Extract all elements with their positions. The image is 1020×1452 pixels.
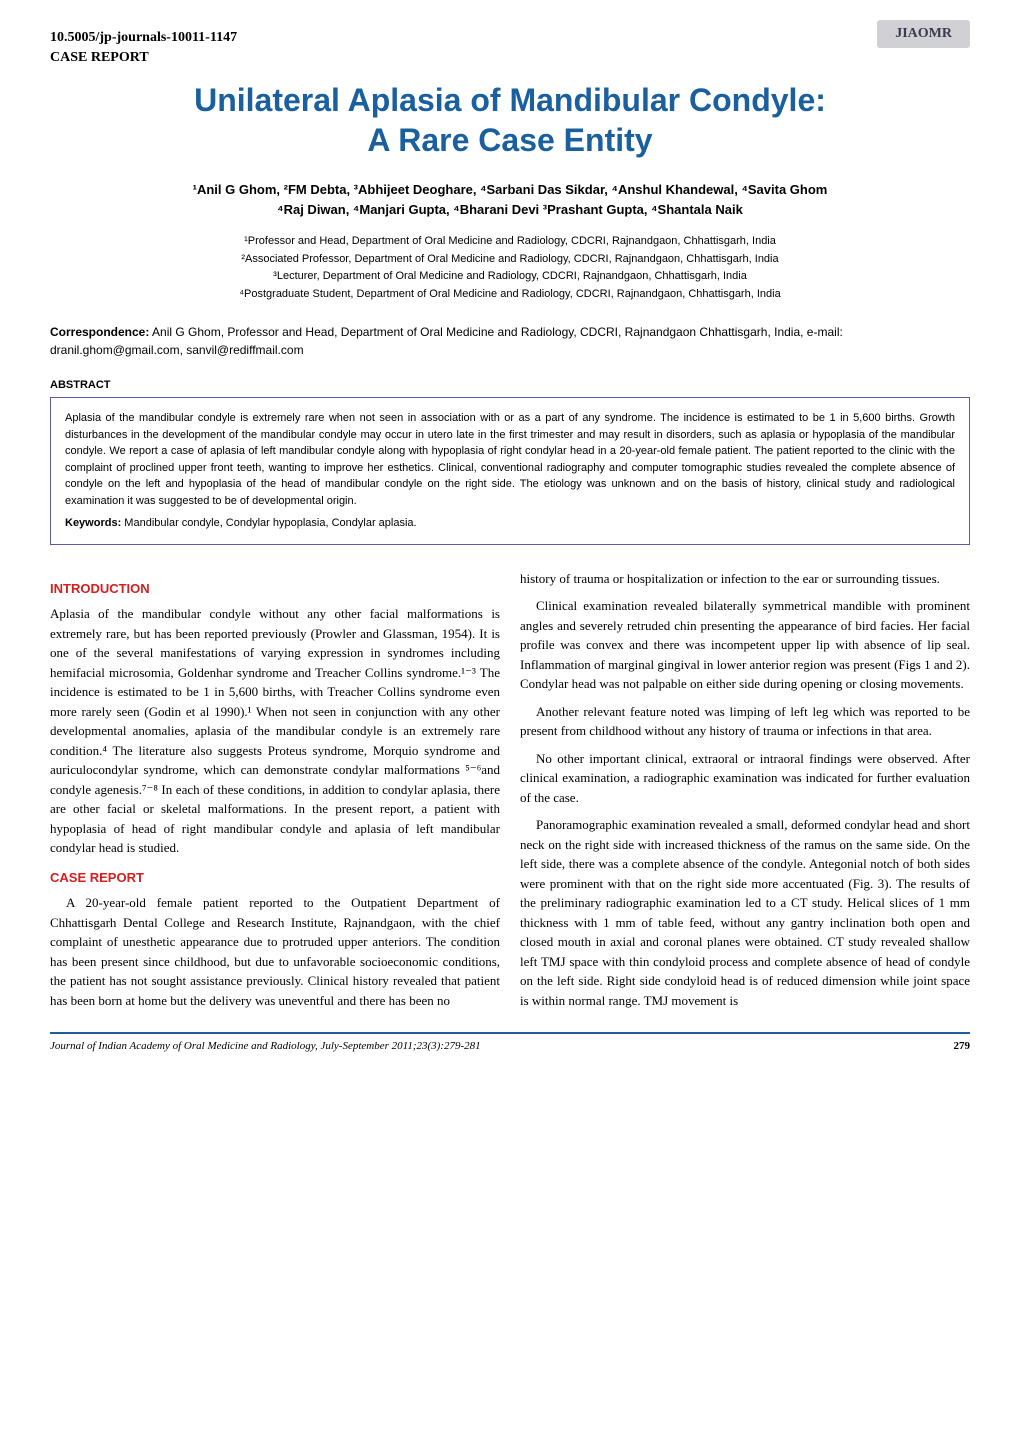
- abstract-text: Aplasia of the mandibular condyle is ext…: [65, 410, 955, 509]
- authors-line-2: ⁴Raj Diwan, ⁴Manjari Gupta, ⁴Bharani Dev…: [50, 200, 970, 220]
- column-left: INTRODUCTION Aplasia of the mandibular c…: [50, 569, 500, 1019]
- case-report-heading: CASE REPORT: [50, 868, 500, 888]
- authors-line-1: ¹Anil G Ghom, ²FM Debta, ³Abhijeet Deogh…: [50, 180, 970, 200]
- abstract-heading: ABSTRACT: [50, 379, 970, 391]
- case-report-label: CASE REPORT: [50, 50, 970, 66]
- correspondence-text: Anil G Ghom, Professor and Head, Departm…: [50, 325, 843, 357]
- keywords-label: Keywords:: [65, 517, 121, 529]
- doi: 10.5005/jp-journals-10011-1147: [50, 30, 970, 46]
- footer-page-number: 279: [954, 1040, 971, 1052]
- authors-block: ¹Anil G Ghom, ²FM Debta, ³Abhijeet Deogh…: [50, 180, 970, 219]
- title-line-1: Unilateral Aplasia of Mandibular Condyle…: [194, 82, 826, 118]
- col2-paragraph-3: Another relevant feature noted was limpi…: [520, 702, 970, 741]
- intro-paragraph-1: Aplasia of the mandibular condyle withou…: [50, 604, 500, 858]
- col2-paragraph-2: Clinical examination revealed bilaterall…: [520, 596, 970, 694]
- two-column-body: INTRODUCTION Aplasia of the mandibular c…: [50, 569, 970, 1019]
- col2-paragraph-1: history of trauma or hospitalization or …: [520, 569, 970, 589]
- article-title: Unilateral Aplasia of Mandibular Condyle…: [50, 80, 970, 160]
- correspondence-label: Correspondence:: [50, 325, 149, 339]
- journal-tag: JIAOMR: [877, 20, 970, 48]
- column-right: history of trauma or hospitalization or …: [520, 569, 970, 1019]
- footer: Journal of Indian Academy of Oral Medici…: [50, 1032, 970, 1052]
- affiliation-3: ³Lecturer, Department of Oral Medicine a…: [50, 268, 970, 286]
- intro-heading: INTRODUCTION: [50, 579, 500, 599]
- correspondence-block: Correspondence: Anil G Ghom, Professor a…: [50, 323, 970, 359]
- affiliation-4: ⁴Postgraduate Student, Department of Ora…: [50, 286, 970, 304]
- affiliations-block: ¹Professor and Head, Department of Oral …: [50, 233, 970, 303]
- keywords-text: Mandibular condyle, Condylar hypoplasia,…: [121, 517, 416, 529]
- case-paragraph-1: A 20-year-old female patient reported to…: [50, 893, 500, 1010]
- col2-paragraph-4: No other important clinical, extraoral o…: [520, 749, 970, 808]
- affiliation-1: ¹Professor and Head, Department of Oral …: [50, 233, 970, 251]
- abstract-box: Aplasia of the mandibular condyle is ext…: [50, 397, 970, 545]
- col2-paragraph-5: Panoramographic examination revealed a s…: [520, 815, 970, 1010]
- footer-journal-info: Journal of Indian Academy of Oral Medici…: [50, 1040, 481, 1052]
- affiliation-2: ²Associated Professor, Department of Ora…: [50, 251, 970, 269]
- title-line-2: A Rare Case Entity: [367, 122, 652, 158]
